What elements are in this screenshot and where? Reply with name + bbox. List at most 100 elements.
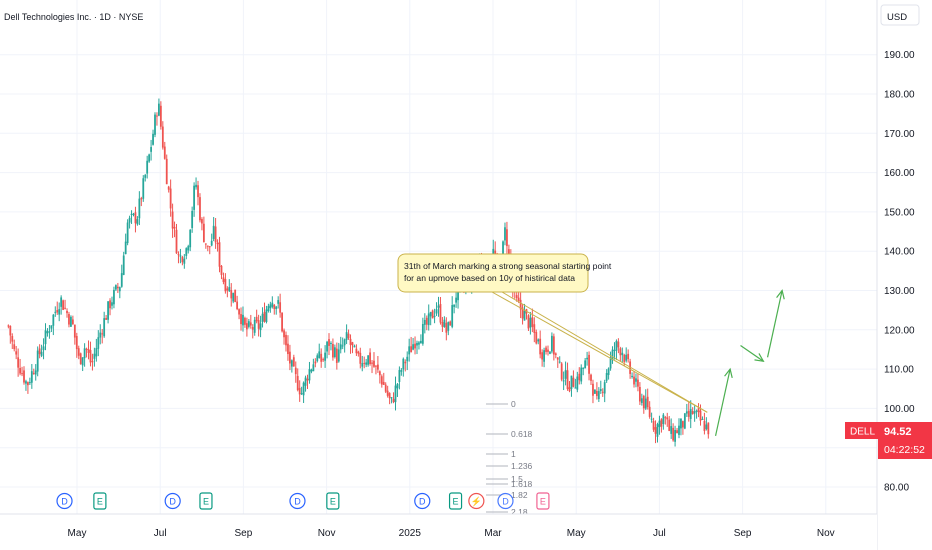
event-marker[interactable]: E bbox=[448, 492, 463, 510]
candle-body bbox=[507, 249, 510, 254]
candle-body bbox=[114, 285, 117, 290]
candle-body bbox=[83, 348, 86, 359]
event-marker[interactable]: D bbox=[56, 492, 73, 510]
candle-body bbox=[50, 325, 53, 329]
candle-body bbox=[175, 229, 178, 254]
candle-body bbox=[140, 198, 143, 200]
candle-body bbox=[416, 342, 418, 346]
candle-body bbox=[431, 310, 434, 319]
candle-body bbox=[425, 317, 428, 325]
candle-body bbox=[64, 307, 66, 309]
event-marker[interactable]: E bbox=[536, 492, 550, 510]
x-tick-labels: May Jul Sep Nov 2025 Mar May Jul Sep Nov bbox=[68, 528, 835, 539]
candle-body bbox=[347, 333, 350, 339]
x-tick-label: Nov bbox=[318, 528, 336, 539]
candle-body bbox=[257, 320, 260, 329]
candle-body bbox=[629, 361, 632, 374]
header: Dell Technologies Inc. · 1D · NYSE USD bbox=[4, 4, 920, 26]
event-marker[interactable]: E bbox=[199, 492, 213, 510]
event-marker[interactable]: E bbox=[93, 492, 107, 510]
x-tick-label: Nov bbox=[817, 528, 835, 539]
candle-body bbox=[705, 424, 708, 430]
candle-body bbox=[380, 376, 383, 385]
candle-body bbox=[613, 349, 616, 351]
fib-level-label: 0 bbox=[511, 399, 516, 409]
candle-body bbox=[527, 315, 530, 329]
candle-body bbox=[118, 287, 121, 292]
annotation-callout[interactable]: 31th of March marking a strong seasonal … bbox=[397, 253, 708, 413]
candle-body bbox=[201, 219, 203, 224]
candle-body bbox=[533, 324, 536, 333]
candle-body bbox=[32, 372, 35, 374]
candle-body bbox=[122, 255, 125, 275]
candle-body bbox=[402, 358, 405, 370]
candle-body bbox=[680, 418, 682, 429]
candle-body bbox=[691, 411, 694, 415]
fib-level-label: 1.5 bbox=[511, 474, 523, 484]
earnings-icon bbox=[326, 492, 340, 510]
candle-body bbox=[163, 146, 166, 159]
candle-body bbox=[62, 300, 65, 310]
x-tick-label: Jul bbox=[653, 528, 666, 539]
currency-label: USD bbox=[887, 12, 907, 23]
candle-body bbox=[290, 360, 293, 367]
event-marker[interactable]: D bbox=[497, 492, 514, 510]
candle-body bbox=[238, 309, 240, 315]
candle-body bbox=[668, 419, 671, 431]
candle-body bbox=[138, 198, 141, 219]
event-marker[interactable]: D bbox=[414, 492, 431, 510]
candle-body bbox=[13, 344, 16, 350]
candle-body bbox=[566, 370, 569, 389]
candle-body bbox=[400, 370, 403, 372]
event-marker-letter: E bbox=[330, 497, 336, 507]
candle-body bbox=[701, 418, 704, 420]
candle-body bbox=[453, 304, 456, 307]
candle-body bbox=[676, 430, 678, 434]
currency-button[interactable] bbox=[880, 4, 920, 26]
candle-body bbox=[683, 413, 686, 429]
candle-body bbox=[578, 373, 581, 381]
candle-body bbox=[678, 425, 680, 435]
candle-body bbox=[171, 211, 174, 229]
candle-body bbox=[353, 345, 356, 348]
event-marker[interactable]: ⚡ bbox=[468, 492, 485, 510]
x-tick-label: Mar bbox=[484, 528, 502, 539]
symbol-title[interactable]: Dell Technologies Inc. · 1D · NYSE bbox=[4, 12, 143, 22]
countdown-label: 04:22:52 bbox=[884, 444, 925, 456]
candle-body bbox=[142, 178, 145, 199]
candle-body bbox=[27, 382, 29, 386]
candle-body bbox=[695, 410, 698, 412]
candle-body bbox=[224, 278, 227, 292]
candle-body bbox=[283, 330, 285, 338]
candle-body bbox=[607, 368, 610, 375]
candle-body bbox=[523, 310, 526, 321]
candle-body bbox=[68, 314, 70, 325]
candle-body bbox=[70, 316, 72, 327]
event-marker[interactable]: D bbox=[289, 492, 306, 510]
candle-body bbox=[652, 420, 655, 430]
candle-body bbox=[285, 334, 287, 346]
candle-body bbox=[414, 343, 416, 349]
candle-body bbox=[619, 348, 622, 356]
candle-body bbox=[558, 361, 561, 363]
candle-body bbox=[328, 339, 330, 346]
event-marker[interactable]: D bbox=[164, 492, 181, 510]
candle-body bbox=[42, 346, 45, 351]
candle-body bbox=[75, 336, 78, 350]
candle-body bbox=[445, 322, 448, 333]
x-tick-label: Sep bbox=[734, 528, 752, 539]
callout-text-line1: 31th of March marking a strong seasonal … bbox=[404, 261, 612, 271]
candle-body bbox=[179, 255, 182, 257]
projection-arrow-head bbox=[724, 367, 733, 378]
candle-body bbox=[275, 306, 278, 309]
event-marker[interactable]: E bbox=[326, 492, 340, 510]
candle-body bbox=[633, 376, 635, 385]
candle-body bbox=[199, 197, 201, 221]
callout-box[interactable] bbox=[397, 253, 589, 293]
y-tick-label: 180.00 bbox=[884, 90, 915, 101]
candle-body bbox=[519, 299, 522, 310]
candle-body bbox=[644, 398, 647, 409]
candle-body bbox=[247, 321, 250, 327]
candle-body bbox=[91, 361, 94, 363]
candle-body bbox=[34, 370, 37, 375]
